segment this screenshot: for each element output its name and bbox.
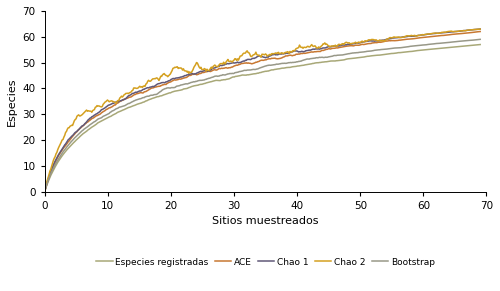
Bootstrap xyxy=(398,46,404,49)
Chao 2 xyxy=(398,36,404,39)
ACE xyxy=(301,51,307,55)
ACE xyxy=(477,30,483,33)
Line: Chao 2: Chao 2 xyxy=(44,29,480,191)
Especies registradas xyxy=(42,190,48,193)
Chao 2 xyxy=(278,52,283,55)
Line: Bootstrap: Bootstrap xyxy=(44,39,480,191)
Line: ACE: ACE xyxy=(44,31,480,191)
Bootstrap xyxy=(466,39,472,42)
Chao 2 xyxy=(248,55,254,58)
Chao 1 xyxy=(477,27,483,31)
Especies registradas xyxy=(466,44,472,47)
Especies registradas xyxy=(301,63,307,67)
ACE xyxy=(398,38,404,42)
Y-axis label: Especies: Especies xyxy=(7,77,17,125)
Especies registradas xyxy=(398,51,404,54)
Bootstrap xyxy=(477,38,483,41)
ACE xyxy=(248,62,254,65)
Chao 1 xyxy=(466,28,472,32)
Bootstrap xyxy=(301,58,307,62)
Chao 2 xyxy=(251,53,257,56)
Chao 1 xyxy=(278,52,283,56)
ACE xyxy=(466,31,472,34)
Especies registradas xyxy=(278,67,283,70)
ACE xyxy=(278,57,283,60)
Bootstrap xyxy=(278,62,283,65)
Chao 2 xyxy=(42,190,48,193)
Chao 1 xyxy=(301,50,307,53)
Bootstrap xyxy=(248,68,254,72)
Chao 1 xyxy=(398,36,404,39)
Chao 1 xyxy=(251,57,257,60)
Chao 2 xyxy=(301,45,307,49)
Chao 1 xyxy=(248,57,254,61)
Line: Especies registradas: Especies registradas xyxy=(44,45,480,191)
Legend: Especies registradas, ACE, Chao 1, Chao 2, Bootstrap: Especies registradas, ACE, Chao 1, Chao … xyxy=(93,254,439,270)
X-axis label: Sitios muestreados: Sitios muestreados xyxy=(212,216,319,226)
Bootstrap xyxy=(42,189,48,193)
Line: Chao 1: Chao 1 xyxy=(44,29,480,191)
Especies registradas xyxy=(477,43,483,46)
Especies registradas xyxy=(248,72,254,76)
ACE xyxy=(251,61,257,65)
Bootstrap xyxy=(251,68,257,71)
Chao 2 xyxy=(477,27,483,31)
Chao 2 xyxy=(466,28,472,32)
ACE xyxy=(42,190,48,193)
Especies registradas xyxy=(251,72,257,76)
Chao 1 xyxy=(42,190,48,193)
